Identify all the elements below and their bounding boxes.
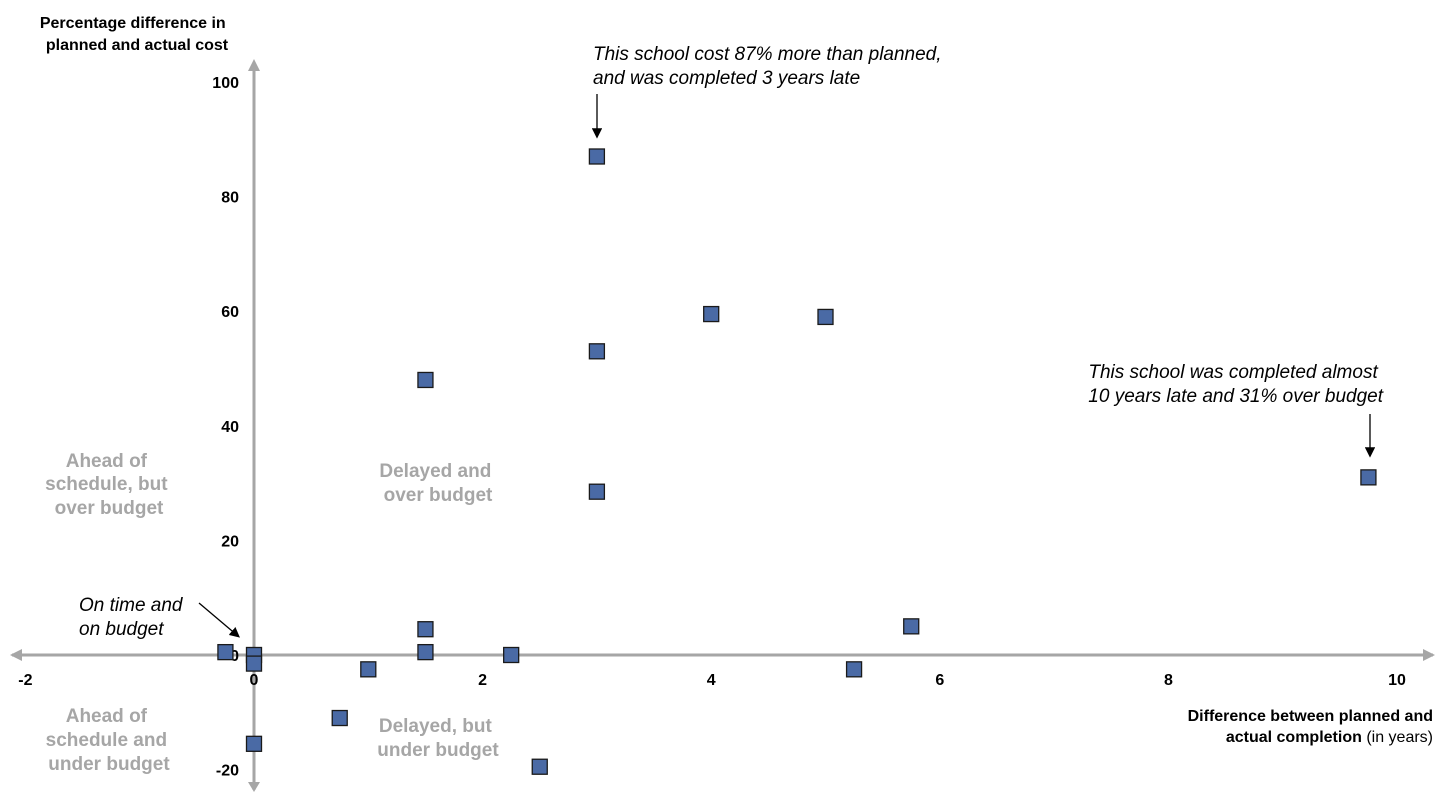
data-point: [817, 308, 834, 326]
data-point: [331, 709, 348, 727]
data-point: [703, 305, 720, 323]
x-tick-labels: -2 0 2 4 6 8 10: [18, 672, 1406, 689]
y-tick-labels: -20 0 20 40 60 80 100: [212, 75, 239, 780]
data-point: [903, 618, 920, 635]
annotation-on-time: On time and on budget: [79, 595, 188, 640]
annotation-on-time-arrow-icon: [198, 602, 240, 638]
data-point: [217, 643, 234, 661]
quadrant-label-top-left-line-2: schedule, but: [45, 474, 168, 495]
x-axis-title-unit: (in years): [1362, 729, 1433, 746]
annotation-on-time-line-1: On time and: [79, 595, 184, 616]
data-point: [417, 643, 434, 661]
quadrant-label-bottom-right: Delayed, but under budget: [377, 716, 499, 761]
y-axis-title-line-1: Percentage difference in: [40, 15, 226, 32]
data-point: [417, 621, 434, 638]
annotation-on-time-line-2: on budget: [79, 619, 164, 640]
quadrant-label-bottom-left-line-1: Ahead of: [66, 706, 148, 727]
annotation-87-percent-line-2: and was completed 3 years late: [593, 68, 860, 89]
quadrant-label-top-right-line-2: over budget: [384, 485, 493, 506]
data-point: [531, 758, 548, 775]
data-points: [217, 148, 1377, 775]
x-axis-title-line-1: Difference between planned and: [1188, 708, 1433, 725]
y-tick-label: 40: [221, 419, 239, 436]
x-tick-label: 4: [707, 672, 716, 689]
y-axis-arrow-down-icon: [248, 782, 260, 792]
y-axis-arrow-up-icon: [248, 59, 260, 71]
annotation-87-percent: This school cost 87% more than planned, …: [593, 44, 947, 89]
x-tick-label: -2: [18, 672, 32, 689]
x-axis-title-line-2: actual completion (in years): [1226, 729, 1433, 746]
data-point: [588, 148, 606, 165]
annotation-10-years-line-2: 10 years late and 31% over budget: [1088, 386, 1383, 407]
y-tick-label: 20: [221, 533, 239, 550]
y-tick-label: 60: [221, 304, 239, 321]
quadrant-label-bottom-left-line-3: under budget: [48, 754, 170, 775]
x-tick-label: 8: [1164, 672, 1173, 689]
y-tick-label: 100: [212, 75, 239, 92]
x-tick-label: 10: [1388, 672, 1406, 689]
annotation-10-years: This school was completed almost 10 year…: [1088, 362, 1383, 407]
quadrant-label-bottom-right-line-2: under budget: [377, 740, 499, 761]
quadrant-label-top-right: Delayed and over budget: [379, 461, 496, 506]
data-point: [245, 655, 263, 672]
quadrant-label-bottom-left-line-2: schedule and: [46, 730, 167, 751]
data-point: [588, 343, 606, 360]
y-tick-label: 0: [230, 648, 239, 665]
x-axis-arrow-left-icon: [10, 649, 22, 661]
data-point: [417, 371, 434, 389]
x-tick-label: 0: [250, 672, 259, 689]
data-point: [360, 661, 377, 678]
y-tick-label: 80: [221, 190, 239, 207]
data-point: [503, 646, 520, 664]
quadrant-label-bottom-left: Ahead of schedule and under budget: [46, 706, 173, 775]
data-point: [845, 661, 863, 678]
x-axis-title-bold-part: actual completion: [1226, 729, 1362, 746]
x-axis-arrow-right-icon: [1423, 649, 1435, 661]
annotation-87-percent-line-1: This school cost 87% more than planned,: [593, 44, 942, 65]
quadrant-label-top-left-line-1: Ahead of: [66, 451, 148, 472]
data-point: [588, 483, 606, 500]
data-point: [245, 735, 263, 752]
y-tick-label: -20: [216, 763, 239, 780]
quadrant-label-top-left-line-3: over budget: [55, 498, 164, 519]
y-axis-title-line-2: planned and actual cost: [46, 37, 229, 54]
quadrant-label-bottom-right-line-1: Delayed, but: [379, 716, 493, 737]
x-tick-label: 2: [478, 672, 487, 689]
x-tick-label: 6: [935, 672, 944, 689]
quadrant-label-top-left: Ahead of schedule, but over budget: [45, 451, 173, 519]
data-point: [1360, 469, 1377, 486]
quadrant-label-top-right-line-1: Delayed and: [379, 461, 491, 482]
annotation-10-years-line-1: This school was completed almost: [1088, 362, 1378, 383]
y-axis-title: Percentage difference in planned and act…: [40, 15, 230, 54]
